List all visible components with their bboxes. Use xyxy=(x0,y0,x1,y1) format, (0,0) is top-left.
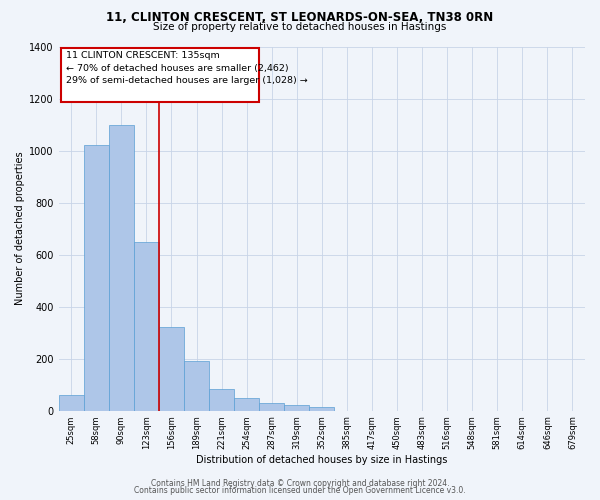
Bar xyxy=(234,398,259,410)
Bar xyxy=(134,242,159,410)
Text: 11 CLINTON CRESCENT: 135sqm
← 70% of detached houses are smaller (2,462)
29% of : 11 CLINTON CRESCENT: 135sqm ← 70% of det… xyxy=(67,52,308,86)
Bar xyxy=(159,328,184,410)
Y-axis label: Number of detached properties: Number of detached properties xyxy=(15,152,25,306)
Bar xyxy=(184,362,209,410)
Text: 11, CLINTON CRESCENT, ST LEONARDS-ON-SEA, TN38 0RN: 11, CLINTON CRESCENT, ST LEONARDS-ON-SEA… xyxy=(106,11,494,24)
X-axis label: Distribution of detached houses by size in Hastings: Distribution of detached houses by size … xyxy=(196,455,448,465)
Bar xyxy=(109,124,134,410)
FancyBboxPatch shape xyxy=(61,48,259,102)
Bar xyxy=(284,405,309,410)
Text: Contains public sector information licensed under the Open Government Licence v3: Contains public sector information licen… xyxy=(134,486,466,495)
Text: Size of property relative to detached houses in Hastings: Size of property relative to detached ho… xyxy=(154,22,446,32)
Bar xyxy=(84,146,109,410)
Bar xyxy=(209,388,234,410)
Bar xyxy=(59,395,84,410)
Bar xyxy=(309,407,334,410)
Text: Contains HM Land Registry data © Crown copyright and database right 2024.: Contains HM Land Registry data © Crown c… xyxy=(151,478,449,488)
Bar xyxy=(259,403,284,410)
